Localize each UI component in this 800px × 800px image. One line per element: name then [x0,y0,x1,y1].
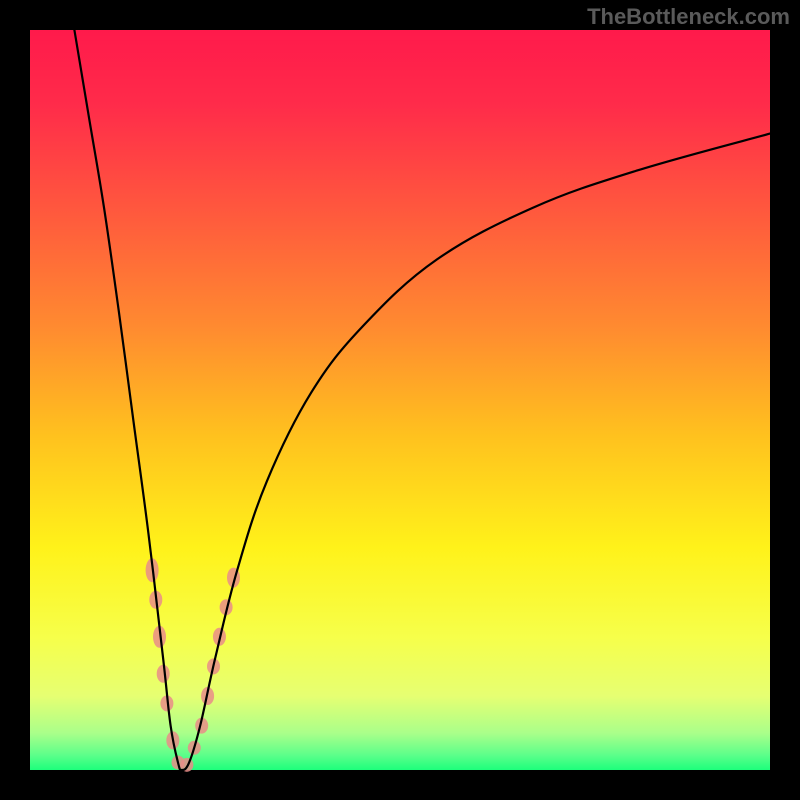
plot-area [30,30,770,770]
watermark-text: TheBottleneck.com [587,4,790,30]
bottleneck-chart [0,0,800,800]
